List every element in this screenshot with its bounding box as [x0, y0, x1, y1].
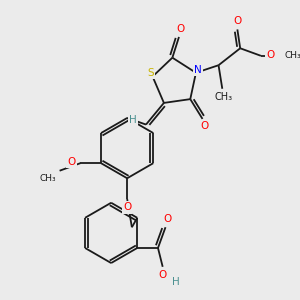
Text: O: O [68, 157, 76, 167]
Text: O: O [177, 24, 185, 34]
Text: O: O [123, 202, 131, 212]
Text: O: O [233, 16, 242, 26]
Text: CH₃: CH₃ [39, 174, 56, 183]
Text: O: O [159, 270, 167, 280]
Text: N: N [194, 65, 202, 75]
Text: H: H [129, 115, 137, 125]
Text: O: O [267, 50, 275, 60]
Text: S: S [147, 68, 154, 78]
Text: O: O [200, 122, 208, 131]
Text: H: H [172, 277, 180, 287]
Text: CH₃: CH₃ [284, 51, 300, 60]
Text: CH₃: CH₃ [214, 92, 232, 102]
Text: O: O [163, 214, 172, 224]
